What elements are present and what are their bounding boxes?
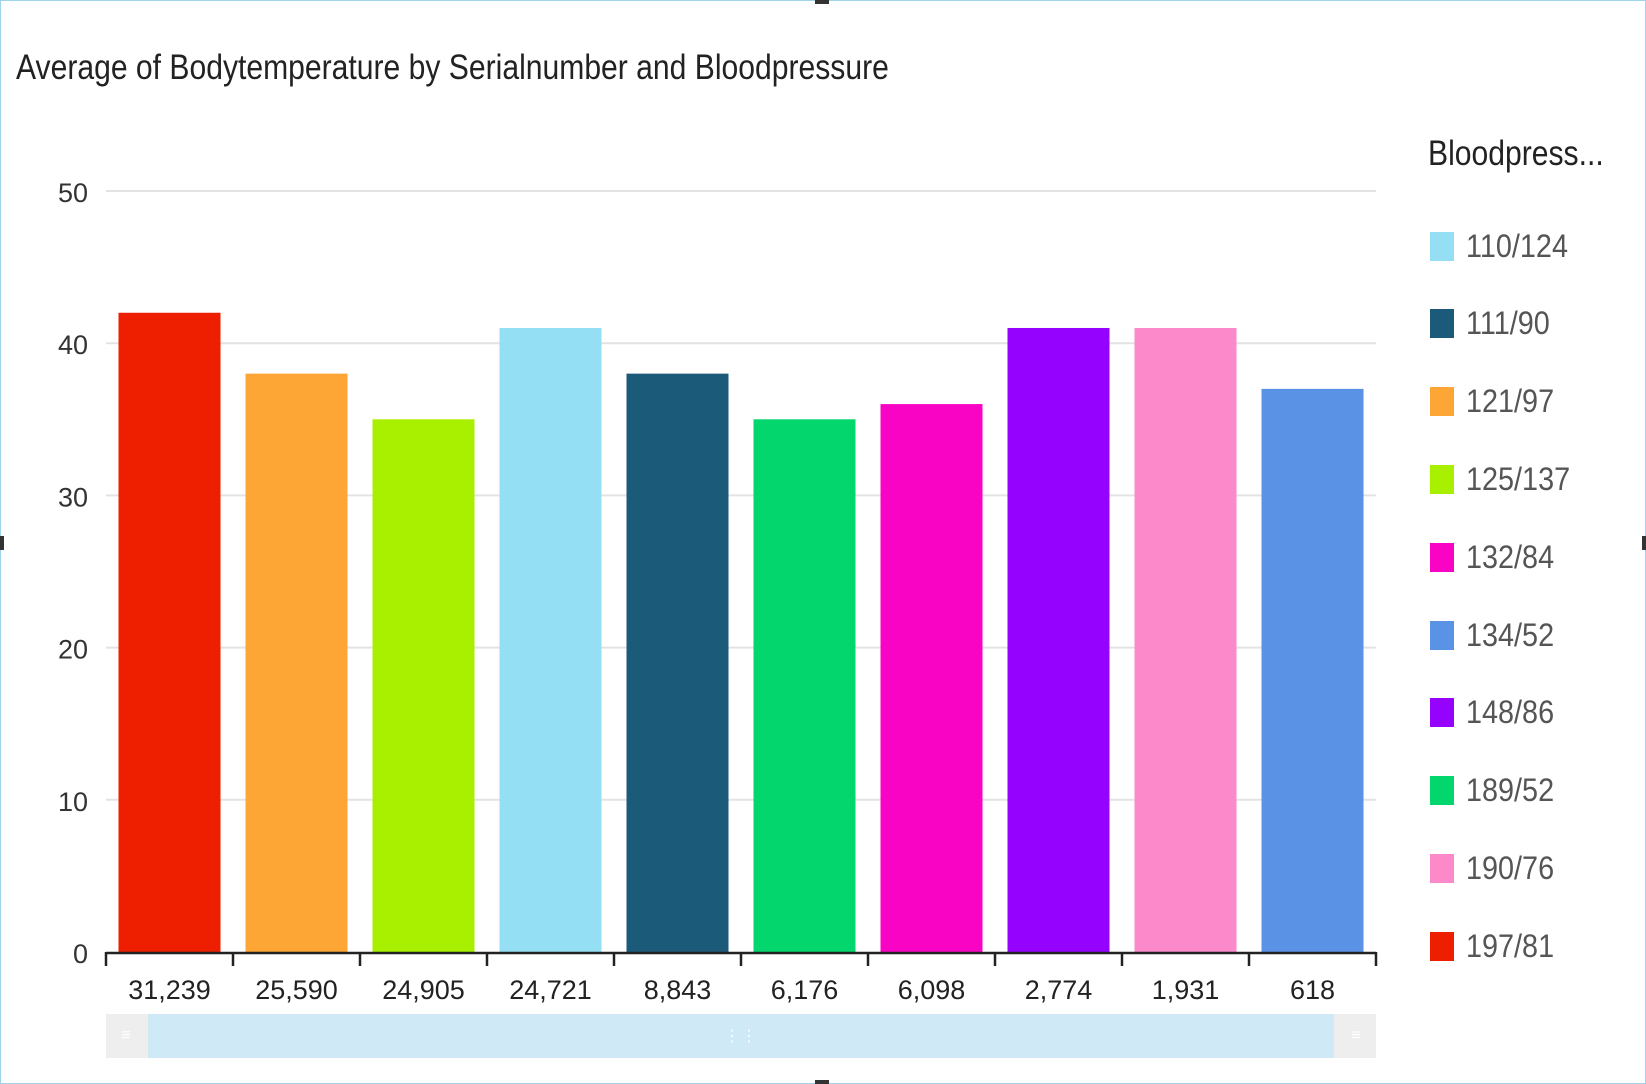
legend-swatch <box>1430 231 1454 261</box>
legend-item[interactable]: 132/84 <box>1430 537 1564 577</box>
legend-item[interactable]: 148/86 <box>1430 693 1564 733</box>
scroll-thumb[interactable]: ⋮⋮ <box>148 1014 1334 1058</box>
bar <box>1134 327 1237 953</box>
legend-swatch <box>1430 309 1454 339</box>
legend-swatch <box>1430 542 1454 572</box>
legend-label: 110/124 <box>1466 227 1568 264</box>
legend-swatch <box>1430 620 1454 650</box>
legend: Bloodpress... 110/124 111/90 121/97 125/137… <box>1428 134 1638 964</box>
legend-title: Bloodpress... <box>1428 134 1604 173</box>
legend-item[interactable]: 121/97 <box>1430 382 1564 422</box>
legend-swatch <box>1430 698 1454 728</box>
legend-label: 132/84 <box>1466 538 1555 575</box>
legend-swatch <box>1430 464 1454 494</box>
x-tick-label: 31,239 <box>128 975 211 1005</box>
resize-handle-bottom[interactable] <box>815 1080 829 1084</box>
resize-handle-right[interactable] <box>1642 536 1646 550</box>
bar <box>880 404 983 953</box>
legend-item[interactable]: 134/52 <box>1430 615 1564 655</box>
resize-handle-top[interactable] <box>815 0 829 4</box>
bar <box>1261 388 1364 952</box>
legend-swatch <box>1430 387 1454 417</box>
legend-label: 197/81 <box>1466 927 1555 964</box>
y-tick-label: 40 <box>58 330 88 360</box>
x-tick-label: 1,931 <box>1152 975 1220 1005</box>
bar <box>372 419 475 952</box>
y-tick-label: 10 <box>58 787 88 817</box>
horizontal-scrollbar[interactable]: ≡ ⋮⋮ ≡ <box>106 1014 1376 1058</box>
scroll-right-icon[interactable]: ≡ <box>1351 1027 1361 1044</box>
y-tick-label: 50 <box>58 178 88 208</box>
x-tick-label: 618 <box>1290 975 1335 1005</box>
bar <box>118 312 221 952</box>
legend-swatch <box>1430 853 1454 883</box>
x-tick-label: 24,721 <box>509 975 592 1005</box>
x-tick-label: 6,176 <box>771 975 839 1005</box>
y-tick-label: 0 <box>73 939 88 969</box>
scroll-left-icon[interactable]: ≡ <box>121 1027 131 1044</box>
legend-swatch <box>1430 931 1454 961</box>
bar <box>1007 327 1110 953</box>
chart-title: Average of Bodytemperature by Serialnumb… <box>16 48 889 87</box>
legend-label: 125/137 <box>1466 460 1571 497</box>
legend-label: 121/97 <box>1466 383 1555 420</box>
bar-chart: 0 10 20 30 40 50 31,239 25,590 24,905 24,721 8,843… <box>58 178 1378 1005</box>
legend-label: 190/76 <box>1466 849 1555 886</box>
x-tick-label: 2,774 <box>1025 975 1093 1005</box>
y-tick-label: 30 <box>58 482 88 512</box>
bar <box>753 419 856 952</box>
legend-label: 134/52 <box>1466 616 1555 653</box>
bar <box>499 327 602 953</box>
legend-item[interactable]: 189/52 <box>1430 771 1564 811</box>
y-tick-label: 20 <box>58 635 88 665</box>
resize-handle-left[interactable] <box>0 536 4 550</box>
x-tick-label: 25,590 <box>255 975 338 1005</box>
legend-label: 189/52 <box>1466 772 1555 809</box>
grip-icon: ⋮⋮ <box>724 1028 758 1045</box>
legend-item[interactable]: 197/81 <box>1430 926 1564 966</box>
legend-label: 148/86 <box>1466 694 1555 731</box>
bar <box>245 373 348 952</box>
bar <box>626 373 729 952</box>
legend-item[interactable]: 110/124 <box>1430 226 1579 266</box>
x-tick-label: 24,905 <box>382 975 465 1005</box>
legend-item[interactable]: 111/90 <box>1430 304 1559 344</box>
legend-item[interactable]: 190/76 <box>1430 848 1564 888</box>
legend-label: 111/90 <box>1466 305 1550 342</box>
x-tick-label: 6,098 <box>898 975 966 1005</box>
legend-item[interactable]: 125/137 <box>1430 459 1582 499</box>
legend-swatch <box>1430 776 1454 806</box>
x-tick-label: 8,843 <box>644 975 712 1005</box>
